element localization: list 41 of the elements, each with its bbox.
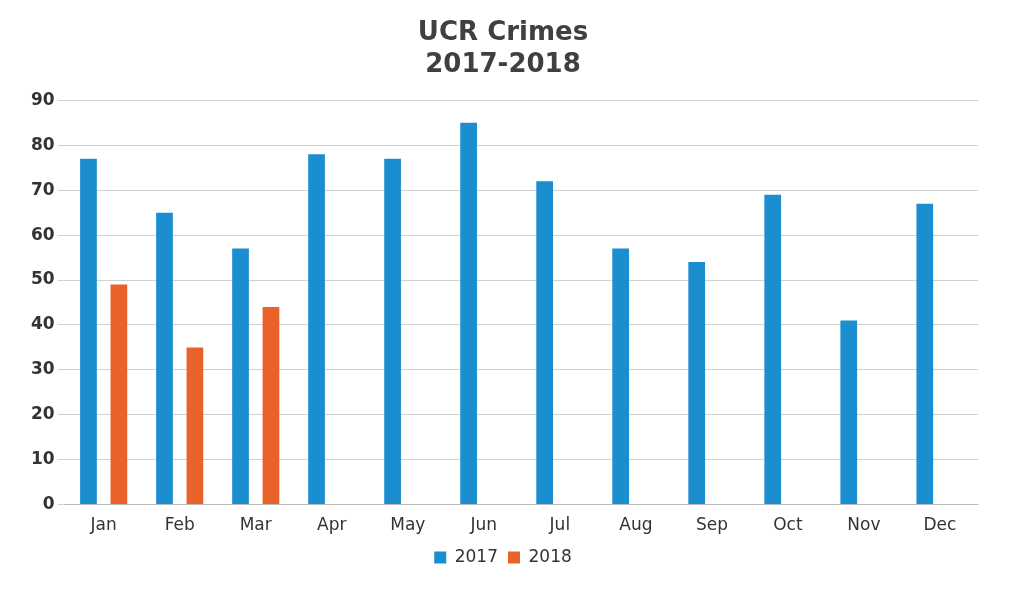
x-tick-label: Mar: [239, 514, 272, 535]
x-tick-label: Jun: [469, 514, 498, 535]
bar: [232, 248, 249, 505]
bar: [460, 122, 477, 505]
bar: [186, 347, 204, 505]
x-tick-label: Oct: [773, 514, 803, 535]
y-tick-label: 80: [30, 133, 55, 154]
x-tick-label: Jul: [548, 514, 571, 535]
text: 2017-2018: [425, 47, 581, 78]
x-tick-label: Jan: [89, 514, 117, 535]
bar: [612, 248, 630, 505]
y-tick-label: 10: [30, 448, 55, 469]
x-tick-label: Feb: [164, 514, 195, 535]
x-tick-label: May: [390, 514, 426, 535]
bar: [840, 320, 858, 505]
bar: [536, 181, 553, 505]
y-tick-label: 0: [42, 493, 55, 514]
bar: [110, 284, 128, 505]
bar: [764, 194, 782, 505]
bar: [156, 212, 173, 505]
legend-label: 2018: [528, 545, 572, 566]
y-tick-label: 50: [30, 268, 55, 289]
x-tick-label: Dec: [923, 514, 957, 535]
y-tick-label: 60: [30, 223, 55, 244]
legend-label: 2017: [454, 545, 498, 566]
bar: [80, 158, 97, 505]
x-tick-label: Sep: [695, 514, 728, 535]
y-tick-label: 90: [30, 88, 55, 109]
y-tick-label: 40: [30, 313, 55, 334]
bar: [262, 306, 280, 505]
x-tick-label: Aug: [619, 514, 653, 535]
y-tick-label: 30: [30, 358, 55, 379]
y-tick-label: 70: [30, 178, 55, 199]
bar: [308, 154, 325, 505]
bar: [384, 158, 401, 505]
x-tick-label: Nov: [847, 514, 881, 535]
y-tick-label: 20: [30, 403, 55, 424]
bar: [916, 203, 934, 505]
x-tick-label: Apr: [317, 514, 347, 535]
bar: [688, 262, 706, 505]
text: UCR Crimes: [417, 16, 589, 47]
